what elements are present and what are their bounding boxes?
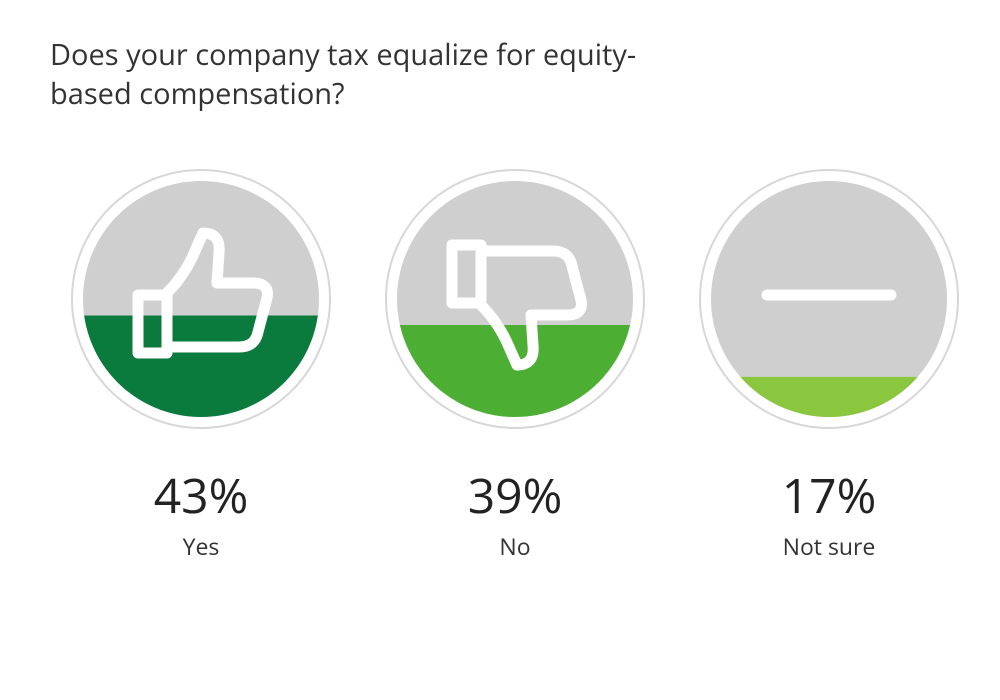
gauge-no bbox=[384, 168, 646, 430]
result-item-no: 39% No bbox=[384, 168, 646, 562]
gauge-fill bbox=[84, 316, 318, 417]
gauge-row: 43% Yes 39% No 17% Not sure bbox=[50, 168, 950, 562]
result-item-yes: 43% Yes bbox=[70, 168, 332, 562]
percent-value: 43% bbox=[70, 463, 332, 528]
gauge-fill bbox=[400, 325, 630, 417]
infographic-container: Does your company tax equalize for equit… bbox=[0, 0, 1000, 562]
gauge-yes bbox=[70, 168, 332, 430]
percent-label: No bbox=[384, 530, 646, 562]
gauge-notsure bbox=[698, 168, 960, 430]
result-item-notsure: 17% Not sure bbox=[698, 168, 960, 562]
percent-value: 17% bbox=[698, 463, 960, 528]
percent-label: Yes bbox=[70, 530, 332, 562]
percent-value: 39% bbox=[384, 463, 646, 528]
percent-label: Not sure bbox=[698, 530, 960, 562]
question-title: Does your company tax equalize for equit… bbox=[50, 35, 670, 113]
